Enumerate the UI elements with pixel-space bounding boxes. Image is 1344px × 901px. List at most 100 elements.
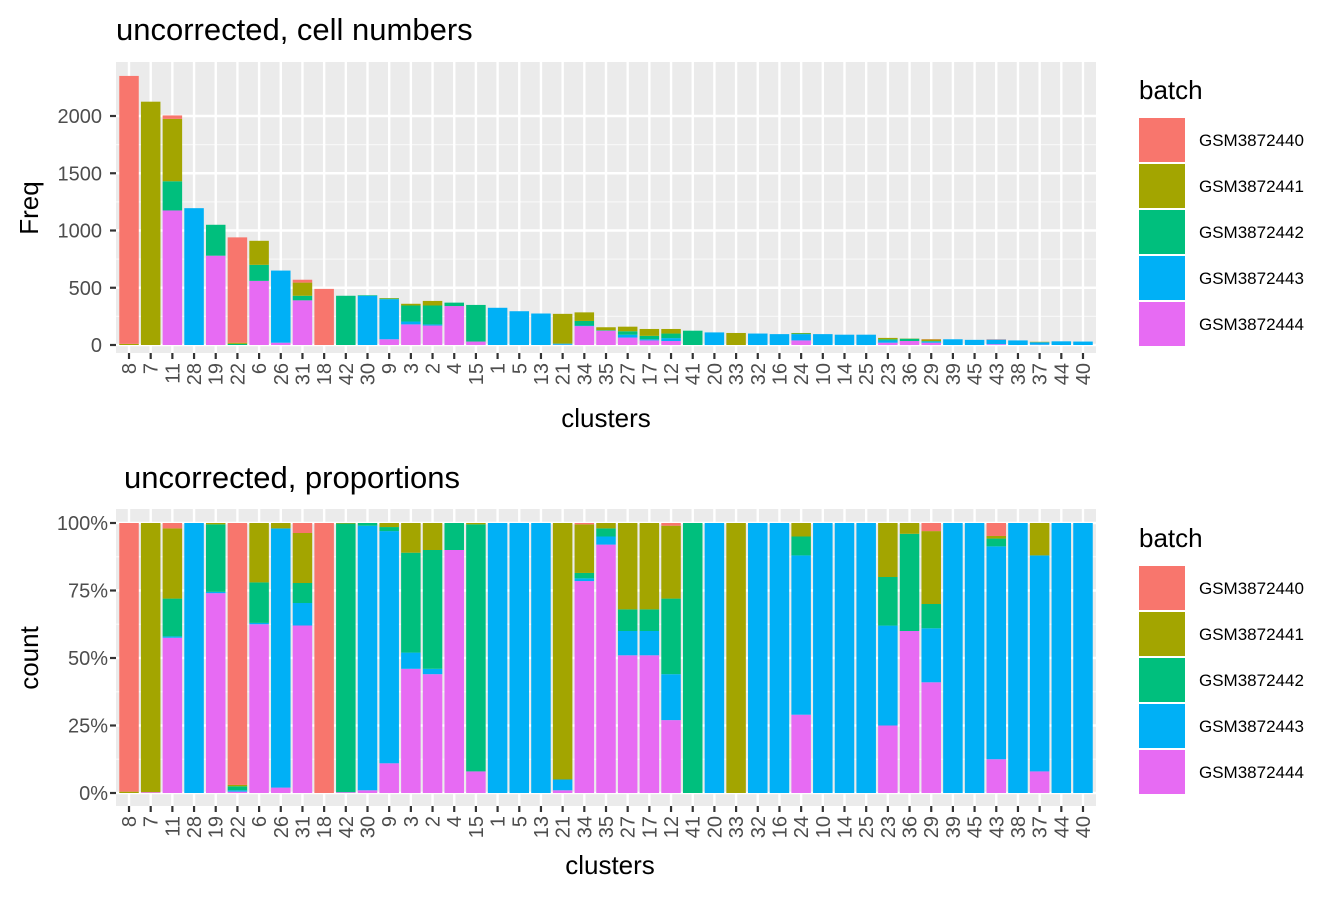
bar-segment-31-GSM3872442 (293, 296, 313, 301)
y-tick-label: 0% (79, 783, 108, 805)
legend-label: GSM3872444 (1199, 315, 1304, 334)
x-tick-label: 25 (856, 816, 878, 838)
bar-segment-36-GSM3872444 (900, 341, 920, 345)
x-tick-label: 11 (162, 363, 184, 384)
bar-segment-22-GSM3872442 (228, 786, 248, 790)
bar-segment-22-GSM3872441 (228, 785, 248, 786)
bar-segment-2-GSM3872442 (423, 305, 443, 324)
x-tick-label: 42 (336, 363, 358, 385)
bar-segment-7-GSM3872441 (141, 102, 161, 345)
bar-segment-24-GSM3872444 (791, 340, 811, 345)
proportions-chart: uncorrected, proportions 0%25%50%75%100%… (14, 460, 1304, 880)
bar-segment-30-GSM3872443 (358, 296, 378, 345)
x-tick-label: 17 (639, 363, 661, 385)
bar-segment-20-GSM3872443 (705, 523, 725, 793)
bar-segment-40-GSM3872443 (1073, 342, 1093, 345)
bar-segment-23-GSM3872441 (878, 338, 898, 339)
x-tick-label: 25 (856, 363, 878, 385)
bar-segment-1-GSM3872443 (488, 308, 508, 345)
bar-segment-6-GSM3872444 (249, 281, 269, 345)
x-tick-label: 31 (292, 363, 314, 385)
bar-segment-34-GSM3872442 (575, 573, 595, 578)
bar-segment-9-GSM3872442 (379, 299, 399, 300)
legend-swatch (1139, 750, 1185, 794)
x-tick-label: 8 (119, 816, 141, 827)
x-tick-label: 15 (466, 363, 488, 385)
bar-segment-4-GSM3872442 (444, 523, 464, 550)
x-tick-label: 35 (596, 816, 618, 838)
bar-segment-3-GSM3872443 (401, 653, 421, 669)
bar-segment-6-GSM3872444 (249, 624, 269, 793)
bar-segment-33-GSM3872441 (726, 333, 746, 345)
bar-segment-45-GSM3872443 (965, 523, 985, 793)
bar-segment-34-GSM3872441 (575, 524, 595, 573)
bar-segment-29-GSM3872443 (921, 342, 941, 343)
legend-swatch (1139, 704, 1185, 748)
bar-segment-32-GSM3872443 (748, 523, 768, 793)
bar-segment-33-GSM3872441 (726, 523, 746, 793)
bar-segment-31-GSM3872444 (293, 300, 313, 345)
x-tick-label: 17 (639, 816, 661, 838)
legend: batch GSM3872440GSM3872441GSM3872442GSM3… (1139, 75, 1304, 346)
bar-segment-9-GSM3872444 (379, 339, 399, 345)
x-tick-label: 44 (1051, 363, 1073, 385)
x-tick-label: 6 (249, 363, 271, 374)
bar-segment-27-GSM3872443 (618, 631, 638, 655)
bar-segment-17-GSM3872442 (640, 609, 660, 631)
bar-segment-11-GSM3872444 (163, 638, 183, 793)
x-tick-label: 36 (900, 816, 922, 838)
bar-segment-18-GSM3872440 (314, 523, 334, 793)
legend-swatch (1139, 118, 1185, 162)
bar-segment-23-GSM3872443 (878, 340, 898, 342)
bar-segment-15-GSM3872444 (466, 771, 486, 793)
bar-segment-31-GSM3872443 (293, 603, 313, 626)
bar-segment-3-GSM3872444 (401, 669, 421, 793)
bar-segment-43-GSM3872443 (987, 340, 1007, 345)
bar-segment-7-GSM3872441 (141, 523, 161, 792)
x-tick-label: 38 (1008, 363, 1030, 385)
x-tick-label: 10 (813, 363, 835, 385)
bar-segment-13-GSM3872443 (531, 523, 551, 793)
x-tick-label: 18 (314, 816, 336, 838)
legend-items: GSM3872440GSM3872441GSM3872442GSM3872443… (1139, 118, 1304, 346)
bar-segment-7-GSM3872444 (141, 792, 161, 793)
bar-segment-36-GSM3872444 (900, 631, 920, 793)
legend-swatch (1139, 256, 1185, 300)
bar-segment-19-GSM3872442 (206, 524, 226, 592)
x-tick-label: 45 (965, 816, 987, 838)
bar-segment-40-GSM3872443 (1073, 523, 1093, 793)
x-tick-label: 12 (661, 816, 683, 838)
bar-segment-6-GSM3872441 (249, 241, 269, 265)
bar-segment-31-GSM3872440 (293, 280, 313, 283)
bar-segment-26-GSM3872444 (271, 343, 291, 345)
x-tick-label: 3 (401, 816, 423, 827)
bar-segment-41-GSM3872442 (683, 331, 703, 345)
x-tick-label: 29 (921, 816, 943, 838)
bar-segment-11-GSM3872442 (163, 599, 183, 637)
bar-segment-38-GSM3872443 (1008, 523, 1028, 793)
legend-swatch (1139, 302, 1185, 346)
bar-segment-16-GSM3872443 (770, 523, 790, 793)
x-tick-label: 10 (813, 816, 835, 838)
bar-segment-14-GSM3872443 (835, 523, 855, 793)
bar-segment-42-GSM3872444 (336, 792, 356, 793)
chart-title: uncorrected, proportions (124, 460, 460, 495)
bar-segment-24-GSM3872442 (791, 334, 811, 335)
bar-segment-35-GSM3872441 (596, 523, 616, 528)
bar-segment-27-GSM3872444 (618, 338, 638, 345)
x-tick-label: 45 (965, 363, 987, 385)
bar-segment-43-GSM3872444 (987, 759, 1007, 793)
bar-segment-11-GSM3872443 (163, 636, 183, 637)
bar-segment-27-GSM3872441 (618, 327, 638, 332)
x-tick-label: 27 (618, 816, 640, 838)
bar-segment-39-GSM3872443 (943, 339, 963, 345)
bar-segment-15-GSM3872442 (466, 305, 486, 342)
bar-segment-8-GSM3872440 (119, 523, 139, 792)
bar-segment-34-GSM3872444 (575, 581, 595, 793)
legend-label: GSM3872441 (1199, 625, 1304, 644)
bar-segment-27-GSM3872443 (618, 335, 638, 338)
bar-segment-9-GSM3872441 (379, 298, 399, 299)
x-tick-label: 2 (423, 363, 445, 374)
x-tick-label: 37 (1030, 816, 1052, 838)
bar-segment-37-GSM3872443 (1030, 555, 1050, 771)
